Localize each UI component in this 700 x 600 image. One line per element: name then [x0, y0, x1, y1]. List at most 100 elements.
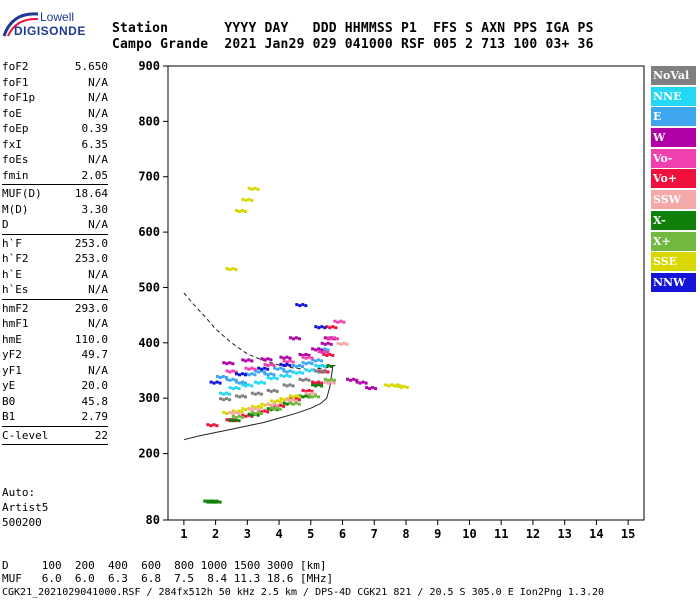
echo-point: [275, 399, 279, 403]
echo-point: [273, 366, 277, 370]
echo-point: [291, 384, 295, 388]
param-name: h`F: [2, 236, 22, 250]
param-value: 253.0: [74, 236, 108, 250]
legend-item-sse: SSE: [651, 252, 696, 272]
polarization-legend: NoVal NNE E W Vo- Vo+ SSW X- X+ SSE NNW: [651, 66, 696, 294]
echo-point: [247, 412, 251, 416]
echo-point: [231, 409, 235, 413]
echo-point: [247, 407, 251, 411]
echo-point: [298, 364, 302, 367]
param-value: 0.39: [81, 122, 109, 135]
echo-point: [365, 386, 369, 390]
echo-point: [269, 372, 273, 376]
series-x-: [231, 377, 336, 419]
echo-point: [314, 381, 318, 385]
echo-point: [275, 406, 279, 410]
echo-point: [396, 385, 400, 388]
echo-point: [260, 367, 264, 371]
echo-point: [288, 359, 292, 363]
series-nne: [219, 364, 327, 396]
echo-point: [323, 342, 327, 346]
echo-point: [323, 380, 327, 384]
echo-point: [304, 352, 308, 356]
echo-point: [222, 411, 226, 414]
header-values: Campo Grande 2021 Jan29 029 041000 RSF 0…: [112, 37, 594, 52]
param-name: yE: [2, 379, 16, 392]
echo-point: [215, 375, 219, 378]
echo-point: [314, 369, 318, 373]
echo-point: [247, 373, 251, 377]
echo-point: [263, 370, 266, 374]
echo-point: [301, 303, 305, 307]
echo-point: [333, 336, 336, 340]
param-name: fxI: [2, 137, 22, 151]
echo-point: [332, 378, 336, 382]
echo-point: [234, 378, 238, 382]
echo-point: [307, 369, 311, 373]
echo-point: [294, 394, 298, 398]
echo-point: [295, 371, 299, 375]
echo-point: [328, 352, 332, 356]
x-tick-label: 2: [212, 527, 219, 541]
echo-point: [292, 370, 296, 374]
echo-point: [320, 381, 324, 385]
echo-point: [339, 319, 343, 323]
echo-point: [294, 399, 298, 403]
param-row: B1 2.79: [2, 409, 108, 425]
echo-point: [231, 377, 235, 381]
echo-point: [269, 408, 273, 412]
echo-point: [355, 380, 359, 384]
param-row: foF1 N/A: [2, 75, 108, 91]
auto-version: 500200: [2, 516, 42, 529]
echo-point: [266, 367, 270, 371]
echo-point: [235, 394, 238, 398]
divider: [2, 184, 108, 185]
x-tick-label: 11: [494, 527, 508, 541]
echo-point: [285, 373, 289, 377]
echo-point: [390, 383, 394, 387]
echo-point: [228, 418, 232, 422]
echo-point: [228, 392, 232, 396]
echo-point: [228, 386, 232, 390]
echo-point: [336, 320, 340, 324]
echo-point: [244, 414, 248, 418]
echo-point: [325, 325, 329, 329]
echo-point: [260, 410, 264, 414]
echo-point: [237, 409, 241, 413]
param-name: h`F2: [2, 252, 29, 265]
echo-point: [266, 373, 270, 377]
echo-point: [294, 397, 298, 401]
echo-point: [256, 391, 260, 395]
echo-point: [244, 384, 248, 388]
echo-point: [212, 500, 216, 504]
divider: [2, 425, 108, 427]
footer-file-info: CGK21_2021029041000.RSF / 284fx512h 50 k…: [2, 587, 605, 598]
echo-point: [247, 383, 251, 387]
echo-point: [333, 319, 337, 323]
echo-point: [266, 357, 270, 361]
echo-point: [317, 347, 321, 351]
param-value: 3.30: [81, 202, 109, 216]
param-name: yF2: [2, 348, 22, 361]
echo-point: [234, 418, 238, 422]
echo-point: [349, 378, 353, 382]
echo-point: [301, 355, 305, 359]
echo-point: [272, 373, 276, 377]
echo-point: [241, 383, 245, 387]
y-tick-label: 400: [138, 336, 160, 350]
echo-point: [285, 370, 289, 374]
echo-point: [329, 342, 333, 346]
echo-point: [269, 389, 273, 393]
echo-point: [272, 400, 276, 404]
param-name: h`Es: [2, 283, 29, 296]
echo-point: [291, 402, 295, 406]
echo-point: [304, 391, 308, 395]
x-tick-label: 15: [621, 527, 635, 541]
echo-point: [323, 347, 327, 351]
param-name: MUF(D): [2, 187, 42, 200]
param-name: M(D): [2, 202, 29, 216]
echo-point: [317, 395, 320, 399]
echo-point: [231, 412, 235, 415]
legend-item-vo-: Vo-: [651, 148, 696, 168]
echo-point: [250, 413, 254, 417]
